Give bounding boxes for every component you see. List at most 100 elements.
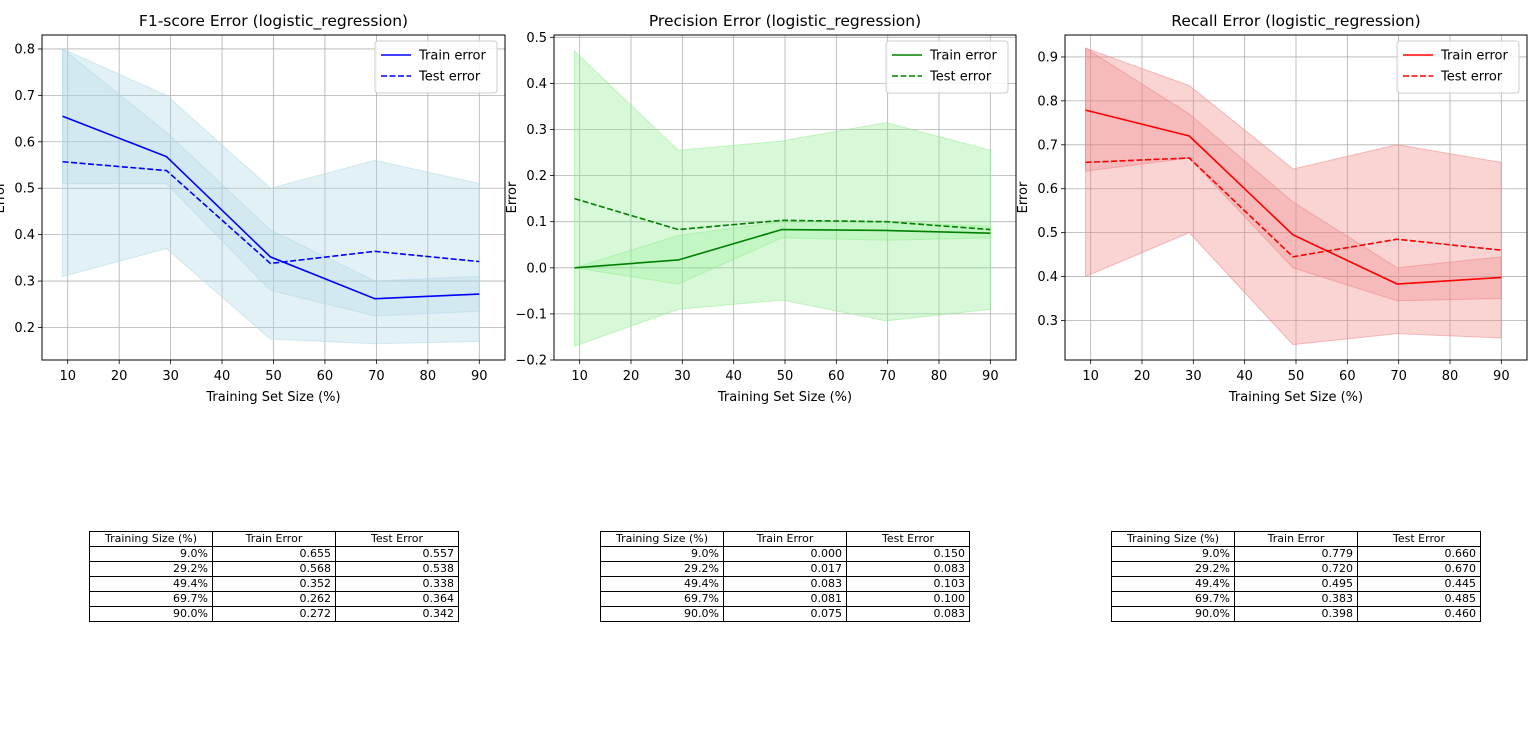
table-cell: 0.338	[335, 576, 459, 592]
y-tick-label: 0.7	[1037, 138, 1058, 153]
y-tick-label: 0.7	[14, 89, 35, 104]
legend-box	[885, 40, 1009, 94]
table-header-cell: Test Error	[846, 531, 970, 547]
x-tick-label: 60	[1339, 369, 1356, 384]
table-cell: 0.655	[212, 546, 336, 562]
y-tick-label: 0.4	[1037, 270, 1058, 285]
y-tick-label: 0.9	[1037, 50, 1058, 65]
table-row: 9.0% 0.779 0.660	[1111, 546, 1481, 562]
band-test	[574, 49, 991, 347]
y-tick-label: 0.5	[1037, 226, 1058, 241]
table-header-cell: Train Error	[212, 531, 336, 547]
table-cell: 0.557	[335, 546, 459, 562]
table-cell: 0.398	[1234, 606, 1358, 622]
y-tick-label: 0.3	[526, 123, 547, 138]
y-tick-label: 0.6	[1037, 182, 1058, 197]
table-cell: 0.017	[723, 561, 847, 577]
x-axis-label: Training Set Size (%)	[1228, 390, 1363, 405]
table-cell: 29.2%	[600, 561, 724, 577]
x-tick-label: 10	[571, 369, 588, 384]
x-tick-label: 40	[725, 369, 742, 384]
chart-title: F1-score Error (logistic_regression)	[139, 12, 408, 31]
legend-box	[1396, 40, 1520, 94]
table-cell: 0.485	[1357, 591, 1481, 607]
x-tick-label: 20	[1134, 369, 1151, 384]
legend-label: Train error	[418, 49, 486, 64]
table-cell: 49.4%	[89, 576, 213, 592]
y-tick-label: 0.2	[526, 169, 547, 184]
x-tick-label: 60	[828, 369, 845, 384]
table-cell: 0.383	[1234, 591, 1358, 607]
x-tick-label: 10	[1082, 369, 1099, 384]
x-tick-label: 20	[111, 369, 128, 384]
y-tick-label: 0.3	[14, 275, 35, 290]
y-tick-label: 0.5	[14, 182, 35, 197]
band-train	[1085, 47, 1502, 302]
table-row: 49.4% 0.495 0.445	[1111, 576, 1481, 592]
table-cell: 0.342	[335, 606, 459, 622]
table-header-cell: Training Size (%)	[89, 531, 213, 547]
table-cell: 0.364	[335, 591, 459, 607]
chart-panel-3: 10 20 30 40 50 60 70 80 90 0.3 0.4 0.5 0.6 0.7 0.8 0.9 R…	[1016, 12, 1528, 405]
table-cell: 49.4%	[600, 576, 724, 592]
table-cell: 0.538	[335, 561, 459, 577]
legend-label: Train error	[929, 49, 997, 64]
table-cell: 0.670	[1357, 561, 1481, 577]
table-cell: 90.0%	[89, 606, 213, 622]
table-header-cell: Training Size (%)	[1111, 531, 1235, 547]
y-tick-label: 0.4	[526, 77, 547, 92]
table-row: 9.0% 0.000 0.150	[600, 546, 970, 562]
x-tick-label: 80	[1442, 369, 1459, 384]
x-tick-label: 30	[162, 369, 179, 384]
table-cell: 0.352	[212, 576, 336, 592]
x-tick-label: 50	[265, 369, 282, 384]
chart-panel-1: 10 20 30 40 50 60 70 80 90 0.2 0.3 0.4 0.5 0.6 0.7 0.8 F…	[0, 12, 506, 405]
table-row: 29.2% 0.568 0.538	[89, 561, 459, 577]
y-tick-label: 0.5	[526, 31, 547, 46]
x-tick-label: 70	[1390, 369, 1407, 384]
x-axis-label: Training Set Size (%)	[717, 390, 852, 405]
table-row: 90.0% 0.075 0.083	[600, 606, 970, 622]
error-table-1: Training Size (%) Train Error Test Error 9.…	[89, 531, 459, 622]
table-row: 29.2% 0.017 0.083	[600, 561, 970, 577]
x-tick-label: 80	[931, 369, 948, 384]
y-tick-label: −0.2	[515, 354, 547, 369]
table-cell: 0.081	[723, 591, 847, 607]
table-cell: 49.4%	[1111, 576, 1235, 592]
legend: Train error Test error	[1396, 40, 1520, 94]
table-cell: 9.0%	[1111, 546, 1235, 562]
table-cell: 0.000	[723, 546, 847, 562]
error-table-2: Training Size (%) Train Error Test Error 9.…	[600, 531, 970, 622]
y-tick-label: 0.1	[526, 215, 547, 230]
chart-title: Recall Error (logistic_regression)	[1171, 12, 1420, 31]
table-cell: 0.150	[846, 546, 970, 562]
table-row: 90.0% 0.272 0.342	[89, 606, 459, 622]
x-tick-label: 20	[623, 369, 640, 384]
error-table-3: Training Size (%) Train Error Test Error 9.…	[1111, 531, 1481, 622]
x-tick-label: 10	[59, 369, 76, 384]
table-cell: 9.0%	[600, 546, 724, 562]
y-tick-label: −0.1	[515, 307, 547, 322]
y-tick-label: 0.4	[14, 228, 35, 243]
table-cell: 69.7%	[600, 591, 724, 607]
y-tick-label: 0.8	[1037, 94, 1058, 109]
y-tick-label: 0.0	[526, 261, 547, 276]
table-cell: 0.660	[1357, 546, 1481, 562]
x-tick-label: 30	[674, 369, 691, 384]
x-tick-label: 90	[471, 369, 488, 384]
table-header-cell: Train Error	[723, 531, 847, 547]
table-cell: 0.460	[1357, 606, 1481, 622]
table-header-cell: Train Error	[1234, 531, 1358, 547]
table-cell: 0.083	[846, 561, 970, 577]
chart-title: Precision Error (logistic_regression)	[649, 12, 921, 31]
table-cell: 0.779	[1234, 546, 1358, 562]
table-cell: 0.495	[1234, 576, 1358, 592]
table-cell: 9.0%	[89, 546, 213, 562]
table-cell: 0.272	[212, 606, 336, 622]
chart-panel-2: 10 20 30 40 50 60 70 80 90 −0.2 −0.1 0.0 0.1 0.2 0.3 0.…	[505, 12, 1017, 405]
y-axis-label: Error	[505, 181, 520, 213]
table-cell: 0.720	[1234, 561, 1358, 577]
table-row: 9.0% 0.655 0.557	[89, 546, 459, 562]
line-test-error	[574, 197, 991, 231]
